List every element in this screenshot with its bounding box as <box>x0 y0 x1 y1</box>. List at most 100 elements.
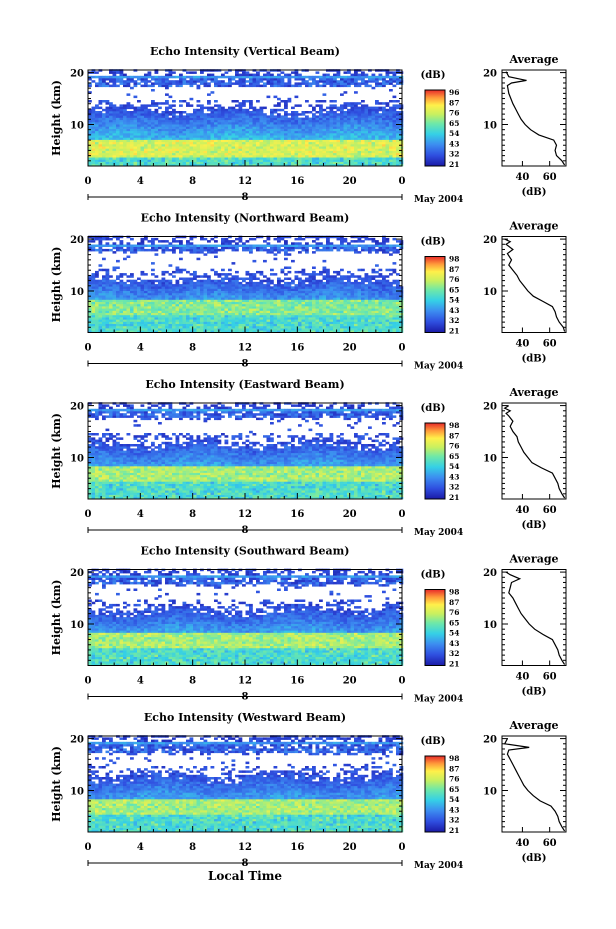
heatmap-cell <box>284 312 288 316</box>
heatmap-cell <box>249 119 253 123</box>
heatmap-cell <box>378 128 383 132</box>
heatmap-cell <box>123 150 127 154</box>
heatmap-cell <box>354 106 358 110</box>
heatmap-cell <box>140 150 145 154</box>
heatmap-cell <box>308 306 313 309</box>
heatmap-cell <box>350 161 355 165</box>
heatmap-cell <box>385 82 390 85</box>
heatmap-cell <box>385 150 390 154</box>
heatmap-cell <box>217 108 222 112</box>
heatmap-cell <box>315 71 320 74</box>
heatmap-cell <box>256 306 260 309</box>
heatmap-cell <box>361 78 365 81</box>
heatmap-cell <box>144 325 148 329</box>
heatmap-cell <box>347 150 351 154</box>
heatmap-cell <box>133 137 138 140</box>
heatmap-cell <box>371 321 376 324</box>
heatmap-cell <box>207 292 211 296</box>
heatmap-cell <box>336 299 341 302</box>
heatmap-cell <box>91 146 96 149</box>
heatmap-cell <box>259 124 264 127</box>
heatmap-cell <box>203 119 208 123</box>
heatmap-cell <box>280 128 285 132</box>
heatmap-cell <box>329 128 334 132</box>
heatmap-cell <box>322 323 327 327</box>
heatmap-cell <box>221 308 225 311</box>
heatmap-cell <box>172 104 176 107</box>
heatmap-cell <box>154 80 159 83</box>
heatmap-cell <box>158 78 162 81</box>
heatmap-cell <box>133 286 138 289</box>
heatmap-cell <box>242 84 246 88</box>
heatmap-cell <box>98 119 103 123</box>
heatmap-cell <box>385 71 390 74</box>
heatmap-cell <box>214 139 218 143</box>
heatmap-cell <box>385 122 390 125</box>
heatmap-cell <box>172 71 176 74</box>
heatmap-cell <box>319 310 323 313</box>
heatmap-cell <box>210 308 215 311</box>
heatmap-cell <box>231 106 236 110</box>
heatmap-cell <box>259 288 264 291</box>
heatmap-cell <box>392 100 397 103</box>
heatmap-cell <box>242 321 246 324</box>
heatmap-cell <box>270 130 274 134</box>
heatmap-cell <box>168 146 173 149</box>
heatmap-cell <box>371 325 376 329</box>
heatmap-cell <box>322 159 327 162</box>
heatmap-cell <box>242 122 246 125</box>
heatmap-cell <box>333 157 337 160</box>
heatmap-cell <box>154 297 159 300</box>
heatmap-cell <box>270 328 274 331</box>
heatmap-cell <box>392 113 397 116</box>
heatmap-cell <box>179 84 183 88</box>
heatmap-cell <box>343 148 348 151</box>
heatmap-cell <box>165 124 169 127</box>
heatmap-cell <box>350 157 355 160</box>
heatmap-cell <box>389 113 393 116</box>
heatmap-cell <box>249 306 253 309</box>
heatmap-cell <box>133 319 138 322</box>
heatmap-cell <box>203 292 208 296</box>
heatmap-cell <box>389 308 393 311</box>
heatmap-cell <box>112 286 117 289</box>
heatmap-cell <box>207 308 211 311</box>
heatmap-cell <box>392 161 397 165</box>
heatmap-cell <box>224 161 229 165</box>
heatmap-cell <box>210 325 215 329</box>
heatmap-cell <box>266 299 271 302</box>
heatmap-cell <box>392 75 397 79</box>
heatmap-cell <box>235 133 239 136</box>
heatmap-cell <box>326 323 330 327</box>
heatmap-cell <box>315 163 320 167</box>
heatmap-cell <box>179 312 183 316</box>
heatmap-cell <box>270 135 274 138</box>
heatmap-cell <box>287 330 292 333</box>
heatmap-cell <box>326 288 330 291</box>
heatmap-cell <box>364 73 369 77</box>
heatmap-cell <box>175 314 180 318</box>
heatmap-cell <box>137 152 141 156</box>
heatmap-cell <box>217 128 222 132</box>
heatmap-cell <box>385 310 390 313</box>
heatmap-cell <box>322 73 327 77</box>
heatmap-cell <box>277 150 281 154</box>
heatmap-cell <box>389 122 393 125</box>
heatmap-cell <box>392 306 397 309</box>
heatmap-cell <box>144 290 148 294</box>
heatmap-cell <box>368 286 372 289</box>
x-tick-label: 8 <box>189 176 196 187</box>
heatmap-cell <box>200 290 204 294</box>
heatmap-cell <box>312 126 316 129</box>
heatmap-cell <box>396 80 400 83</box>
heatmap-cell <box>200 150 204 154</box>
heatmap-cell <box>172 126 176 129</box>
heatmap-cell <box>357 130 362 134</box>
heatmap-cell <box>88 319 92 322</box>
heatmap-cell <box>312 117 316 121</box>
heatmap-cell <box>284 137 288 140</box>
heatmap-cell <box>385 312 390 316</box>
heatmap-cell <box>305 130 309 134</box>
heatmap-cell <box>126 290 131 294</box>
heatmap-cell <box>382 102 386 105</box>
